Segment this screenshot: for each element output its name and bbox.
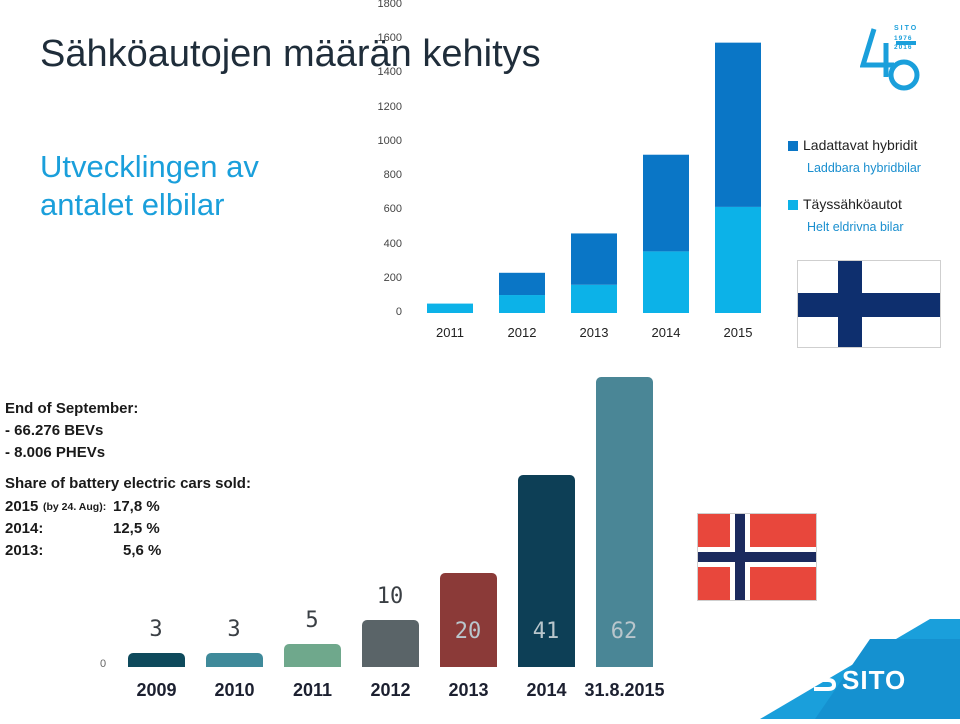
legend-label-bev: Täyssähköautot (803, 196, 902, 212)
annotation-2015-year: 2015 (5, 498, 39, 515)
sito-small-label: SITO (894, 25, 919, 32)
norway-x-tick-31.8.2015: 31.8.2015 (584, 680, 665, 700)
norway-x-tick-2010: 2010 (214, 680, 255, 700)
finland-y-tick-1400: 1400 (377, 66, 402, 79)
annotation-bevs: - 66.276 BEVs (5, 422, 104, 439)
finland-bar-2015-bev (715, 206, 761, 313)
page-title-swedish: Utvecklingen av antalet elbilar (40, 149, 259, 222)
norway-value-label-31.8.2015: 62 (610, 619, 638, 644)
norway-value-label-2009: 3 (149, 616, 163, 642)
norway-bar-2014 (518, 475, 575, 667)
legend-swatch-bev (788, 200, 798, 210)
norway-flag-icon (697, 513, 817, 601)
finland-y-tick-1600: 1600 (377, 32, 402, 45)
legend-sublabel-phev: Laddbara hybridbilar (807, 161, 921, 175)
annotation-share-heading: Share of battery electric cars sold: (5, 475, 251, 492)
norway-bar-2012 (362, 620, 419, 667)
annotation-2013-year: 2013: (5, 542, 44, 559)
finland-bars (427, 42, 761, 313)
norway-bar-2011 (284, 643, 341, 667)
norway-bar-31.8.2015 (596, 377, 653, 667)
finland-x-tick-2011: 2011 (436, 325, 464, 340)
finland-y-tick-1800: 1800 (377, 0, 402, 10)
finland-y-tick-0: 0 (395, 306, 402, 318)
annotation-2014-value: 12,5 % (113, 520, 160, 537)
norway-bar-2009 (128, 652, 185, 667)
finland-bar-2015-phev (715, 42, 761, 207)
anniversary-years-label: 1976 2016 (894, 35, 913, 51)
norway-value-label-2013: 20 (454, 619, 482, 644)
norway-bar-2010 (206, 652, 263, 667)
finland-y-tick-600: 600 (383, 203, 402, 216)
sito-40-years-logo-icon: SITO 1976 2016 (859, 25, 925, 95)
norway-x-tick-2012: 2012 (370, 680, 411, 700)
norway-y-tick-0: 0 (100, 658, 107, 670)
annotation-end-of-september: End of September: (5, 400, 139, 417)
norway-annotations: End of September: - 66.276 BEVs - 8.006 … (5, 400, 275, 565)
finland-chart: 0 200 400 600 800 1000 1200 1400 1600 1800 2011 20… (0, 0, 790, 350)
legend-swatch-phev (788, 141, 798, 151)
finland-x-tick-2015: 2015 (723, 325, 753, 340)
annotation-phevs: - 8.006 PHEVs (5, 444, 106, 461)
legend-sublabel-bev: Helt eldrivna bilar (807, 220, 904, 234)
finland-x-tick-2012: 2012 (507, 325, 537, 340)
annotation-2013-value: 5,6 % (123, 542, 162, 559)
norway-value-label-2014: 41 (532, 619, 560, 644)
finland-bar-2014-bev (643, 251, 689, 313)
finland-x-tick-2013: 2013 (579, 325, 609, 340)
sito-footer-banner: SITO (760, 619, 960, 719)
finland-bar-2013-bev (571, 284, 617, 313)
annotation-2015-note: (by 24. Aug): (43, 501, 107, 513)
norway-value-label-2012: 10 (376, 584, 404, 610)
annotation-2014-year: 2014: (5, 520, 44, 537)
norway-x-tick-2014: 2014 (526, 680, 567, 700)
finland-y-tick-400: 400 (383, 237, 402, 250)
finland-y-tick-800: 800 (383, 169, 402, 182)
norway-value-label-2010: 3 (227, 616, 241, 642)
norway-value-label-2011: 5 (305, 607, 319, 633)
finland-bar-2011-bev (427, 303, 473, 313)
sito-logo-icon (809, 667, 837, 693)
page-title-finnish: Sähköautojen määrän kehitys (40, 33, 541, 75)
finland-x-tick-2014: 2014 (651, 325, 681, 340)
finland-bar-2013-phev (571, 233, 617, 285)
finland-bar-2012-bev (499, 295, 545, 313)
norway-bar-2013 (440, 573, 497, 667)
annotation-2015-value: 17,8 % (113, 498, 160, 515)
finland-flag-icon (797, 260, 941, 348)
finland-y-tick-200: 200 (383, 271, 402, 284)
norway-x-tick-2013: 2013 (448, 680, 489, 700)
finland-y-tick-1000: 1000 (377, 134, 402, 147)
sito-logo-text: SITO (842, 665, 907, 695)
norway-x-tick-2011: 2011 (292, 680, 333, 700)
finland-bar-2014-phev (643, 154, 689, 252)
norway-chart: 0 3 2009 3 2010 5 2011 10 2012 20 2013 41 2014 62 31.… (0, 360, 700, 719)
finland-y-tick-1200: 1200 (377, 100, 402, 113)
legend-label-phev: Ladattavat hybridit (803, 137, 918, 153)
finland-bar-2012-phev (499, 272, 545, 296)
norway-x-tick-2009: 2009 (136, 680, 177, 700)
